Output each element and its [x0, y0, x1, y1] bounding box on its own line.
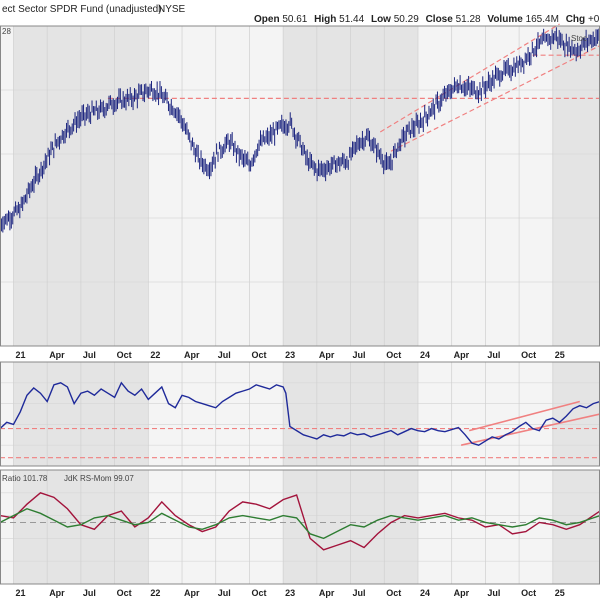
x-tick-label: 21 — [15, 350, 25, 360]
x-tick-label: Oct — [386, 588, 401, 598]
watermark: Stoc — [571, 34, 587, 43]
chart-header: ect Sector SPDR Fund (unadjusted) NYSE O… — [0, 0, 600, 26]
year-band — [552, 362, 600, 466]
volume-label: Volume — [487, 14, 523, 25]
low-value: 50.29 — [393, 14, 419, 25]
open-label: Open — [254, 14, 280, 25]
rs-momentum-line — [0, 508, 600, 540]
rs-ratio-line — [0, 492, 600, 551]
x-tick-label: Jul — [353, 350, 366, 360]
x-tick-label: 22 — [150, 588, 160, 598]
x-tick-label: Jul — [83, 350, 96, 360]
x-tick-label: Oct — [117, 350, 132, 360]
x-tick-label: Oct — [251, 350, 266, 360]
x-tick-label: 22 — [150, 350, 160, 360]
x-tick-label: Oct — [521, 588, 536, 598]
x-tick-label: 23 — [285, 350, 295, 360]
legend-entry: Ratio 101.78 — [2, 474, 48, 483]
x-tick-label: 25 — [555, 350, 565, 360]
open-value: 50.61 — [282, 14, 308, 25]
close-value: 51.28 — [455, 14, 481, 25]
year-band — [552, 26, 600, 346]
low-label: Low — [370, 14, 391, 25]
x-tick-label: 24 — [420, 588, 430, 598]
x-tick-label: Apr — [184, 350, 200, 360]
legend-entry: JdK RS-Mom 99.07 — [64, 474, 134, 483]
x-tick-label: Apr — [454, 350, 470, 360]
change-value: +0.3 — [587, 14, 600, 25]
exchange-label: NYSE — [158, 4, 186, 15]
change-label: Chg — [565, 14, 586, 25]
x-tick-label: 21 — [15, 588, 25, 598]
x-tick-label: Apr — [454, 588, 470, 598]
x-tick-label: 24 — [420, 350, 430, 360]
top-left-value: 28 — [2, 27, 11, 36]
x-tick-label: Oct — [521, 350, 536, 360]
x-tick-label: Jul — [353, 588, 366, 598]
chart-title: ect Sector SPDR Fund (unadjusted) — [2, 4, 162, 15]
x-tick-label: Jul — [487, 588, 500, 598]
high-label: High — [314, 14, 337, 25]
x-tick-label: Apr — [49, 350, 65, 360]
channel-lower-line — [390, 45, 600, 152]
x-tick-label: Oct — [251, 588, 266, 598]
high-value: 51.44 — [339, 14, 365, 25]
x-tick-label: Oct — [117, 588, 132, 598]
x-tick-label: Apr — [319, 350, 335, 360]
x-tick-label: 23 — [285, 588, 295, 598]
volume-value: 165.4M — [525, 14, 559, 25]
rs-channel-lower — [460, 413, 600, 446]
x-tick-label: 25 — [555, 588, 565, 598]
x-tick-label: Oct — [386, 350, 401, 360]
year-band — [0, 362, 14, 466]
year-band — [0, 470, 14, 584]
rs-channel-upper — [469, 400, 580, 432]
x-tick-label: Jul — [218, 350, 231, 360]
x-tick-label: Jul — [83, 588, 96, 598]
year-band — [0, 26, 14, 346]
x-tick-label: Jul — [218, 588, 231, 598]
x-tick-label: Apr — [49, 588, 65, 598]
rs-line — [0, 381, 600, 446]
x-tick-label: Jul — [487, 350, 500, 360]
x-tick-label: Apr — [184, 588, 200, 598]
channel-upper-line — [379, 23, 560, 133]
x-tick-label: Apr — [319, 588, 335, 598]
quote-strip: Open 50.61 High 51.44 Low 50.29 Close 51… — [254, 14, 600, 25]
close-label: Close — [425, 14, 453, 25]
